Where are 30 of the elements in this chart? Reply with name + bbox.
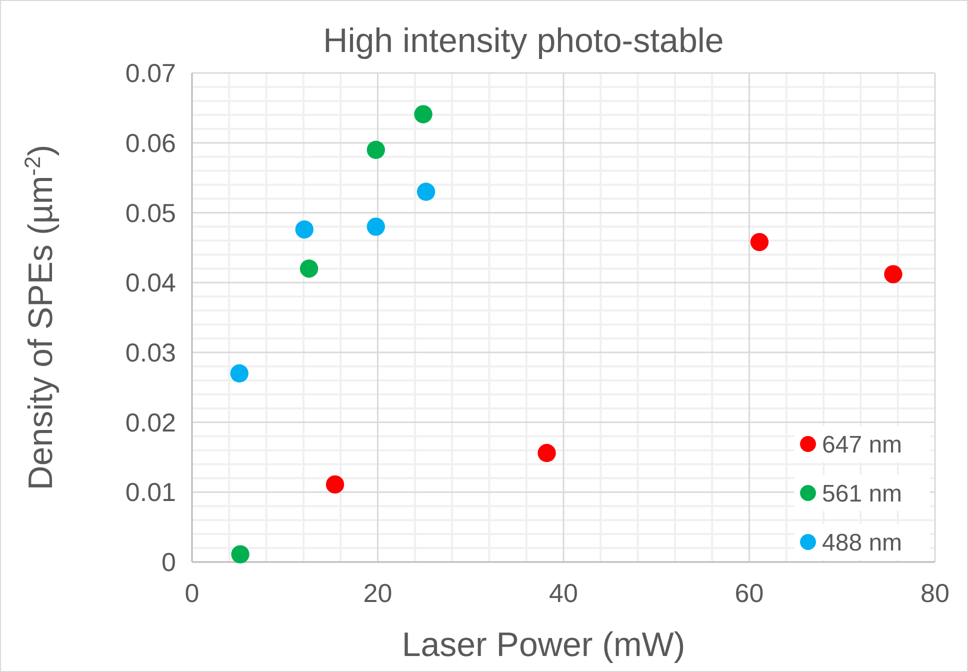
y-tick-label: 0.07 [125,58,176,88]
x-axis-title: Laser Power (mW) [402,626,686,664]
point [230,364,248,382]
point [326,475,344,494]
y-tick-label: 0.04 [125,268,176,298]
legend-label: 561 nm [822,480,902,508]
y-tick-label: 0.05 [125,198,176,228]
x-tick-label: 0 [184,578,200,608]
point [538,444,556,462]
point [750,232,769,252]
legend-label: 488 nm [822,529,902,556]
point [366,140,385,159]
y-tick-label: 0.06 [125,128,176,158]
y-tick-label: 0.02 [125,407,176,438]
point [414,105,432,124]
y-tick-label: 0.03 [125,338,176,368]
point [231,545,250,564]
y-tick-label: 0 [162,547,176,578]
x-tick-label: 20 [363,578,392,608]
chart-title: High intensity photo-stable [323,22,724,60]
legend-label: 647 nm [822,431,902,458]
x-tick-label: 80 [920,578,950,608]
y-tick-label: 0.01 [125,477,176,508]
point [295,220,314,239]
point [884,265,902,284]
x-tick-label: 40 [549,578,578,608]
point [416,182,436,201]
point [366,218,385,236]
point [300,260,318,278]
x-tick-label: 60 [734,578,764,608]
